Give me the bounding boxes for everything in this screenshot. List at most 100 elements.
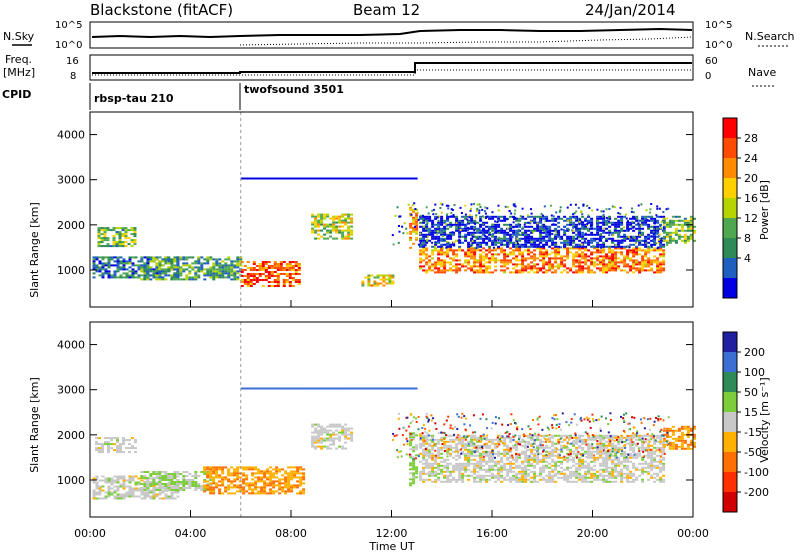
echo-cell [143,489,147,491]
echo-cell [443,265,447,268]
echo-cell [497,245,501,248]
echo-cell [297,279,301,281]
echo-cell [572,247,576,250]
echo-cell [644,239,648,242]
echo-cell [236,474,240,477]
echo-cell [689,221,693,224]
echo-cell [566,271,570,274]
power-colorbar-label: Power [dB] [758,180,771,240]
scatter-cell [581,213,584,216]
echo-cell [521,263,525,266]
echo-cell [182,268,186,271]
echo-cell [467,259,471,262]
echo-cell [260,480,264,483]
echo-cell [458,462,462,465]
echo-cell [644,265,648,268]
band-cell [332,177,335,180]
echo-cell [554,259,558,262]
echo-cell [425,263,429,266]
echo-cell [317,435,321,438]
echo-cell [212,276,216,279]
echo-cell [521,231,525,234]
echo-cell [209,258,213,261]
echo-cell [341,431,345,434]
echo-cell [276,283,280,285]
echo-cell [131,495,135,498]
echo-cell [656,235,660,238]
echo-cell [476,241,480,244]
echo-cell [92,495,96,498]
echo-cell [350,433,354,436]
echo-cell [536,263,540,266]
echo-cell [452,470,456,473]
echo-cell [605,271,609,274]
scatter-cell [440,202,442,205]
echo-cell [254,468,258,471]
echo-cell [252,263,256,265]
echo-cell [599,235,603,238]
echo-cell [656,219,660,222]
echo-cell [611,474,615,477]
echo-cell [158,260,162,263]
echo-cell [647,257,651,260]
echo-cell [539,468,543,471]
echo-cell [629,239,633,242]
echo-cell [605,237,609,240]
echo-cell [263,474,267,477]
echo-cell [542,257,546,260]
echo-cell [230,486,234,489]
echo-cell [554,235,558,238]
echo-cell [164,493,168,496]
echo-cell [608,225,612,228]
echo-cell [296,472,300,475]
echo-cell [311,423,315,426]
echo-cell [548,259,552,262]
echo-cell [170,268,174,271]
echo-cell [110,493,114,496]
echo-cell [488,444,492,447]
echo-cell [575,271,579,274]
scatter-cell [431,241,434,244]
echo-cell [221,266,225,269]
freq-trace [92,62,692,74]
echo-cell [497,253,501,256]
echo-cell [176,262,180,265]
echo-cell [500,460,504,463]
echo-cell [122,497,126,500]
echo-cell [476,265,480,268]
echo-cell [415,472,419,475]
echo-cell [143,495,147,498]
echo-cell [263,488,267,491]
echo-cell [218,488,222,491]
echo-cell [92,260,96,263]
echo-cell [230,266,234,269]
echo-cell [128,495,132,498]
echo-cell [662,261,666,264]
echo-cell [548,436,552,439]
echo-cell [464,436,468,439]
echo-cell [524,257,528,260]
echo-cell [242,490,246,493]
echo-cell [542,265,546,268]
echo-cell [170,487,174,489]
echo-cell [527,221,531,224]
echo-cell [590,460,594,463]
echo-cell [176,260,180,263]
scatter-cell [621,241,624,244]
echo-cell [297,267,301,269]
echo-cell [602,251,606,254]
band-cell [248,177,251,180]
echo-cell [428,265,432,268]
echo-cell [431,231,435,234]
scatter-cell [449,232,452,235]
scatter-cell [529,222,532,225]
echo-cell [326,447,330,450]
band-cell [314,177,317,180]
echo-cell [158,477,162,479]
scatter-cell [571,225,574,228]
echo-cell [116,479,120,482]
echo-cell [167,274,171,277]
echo-cell [224,488,228,491]
echo-cell [437,223,441,226]
band-cell [245,177,248,180]
